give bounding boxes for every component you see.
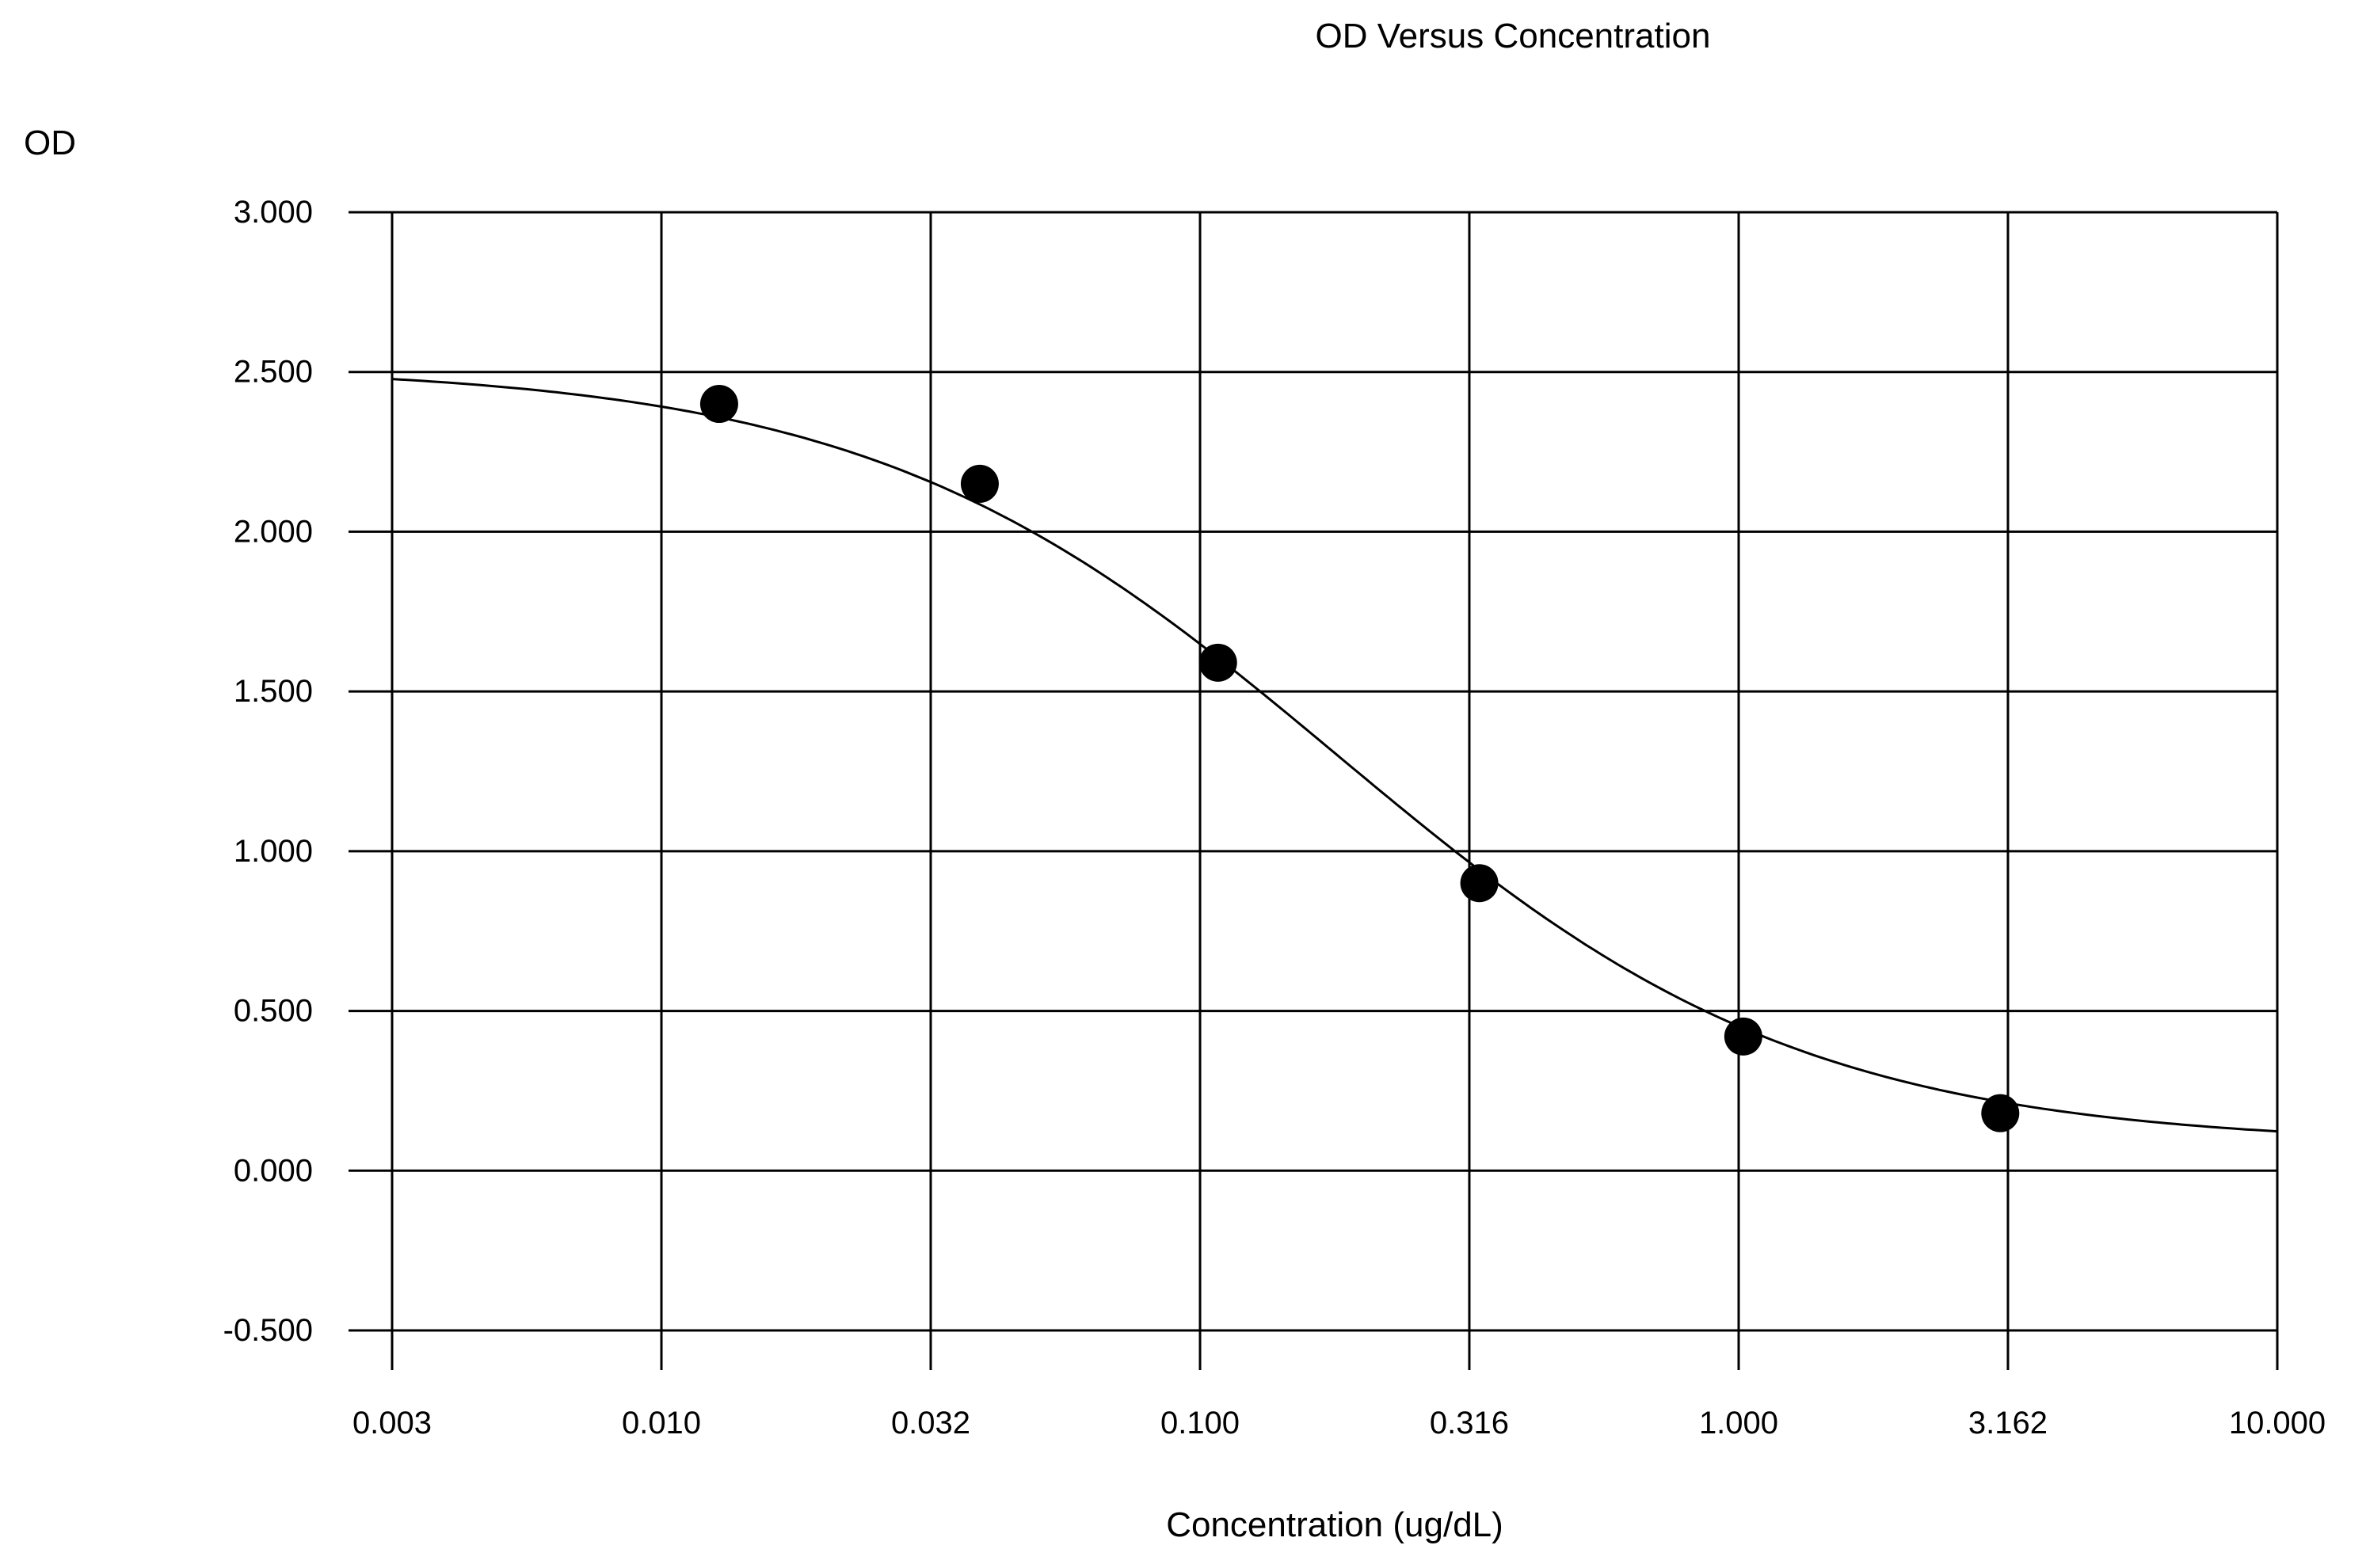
x-tick-label-4: 0.316 [1430, 1406, 1509, 1441]
chart-title: OD Versus Concentration [1316, 17, 1711, 55]
x-tick-labels: 0.003 0.010 0.032 0.100 0.316 1.000 3.162 10.00… [352, 1406, 2326, 1441]
y-tick-label-3: 1.500 [234, 674, 313, 709]
data-points [699, 385, 2020, 1132]
y-tick-label-4: 1.000 [234, 834, 313, 869]
x-tick-label-2: 0.032 [891, 1406, 970, 1441]
data-point-2 [1198, 643, 1237, 682]
x-tick-label-7: 10.000 [2229, 1406, 2326, 1441]
y-tick-label-7: -0.500 [223, 1313, 313, 1348]
y-tick-label-2: 2.000 [234, 514, 313, 549]
data-point-1 [960, 464, 999, 503]
y-tick-labels: 3.000 2.500 2.000 1.500 1.000 0.500 0.000 -0.50… [223, 195, 313, 1348]
x-tick-label-0: 0.003 [352, 1406, 432, 1441]
y-tick-label-1: 2.500 [234, 355, 313, 390]
data-point-0 [699, 385, 738, 424]
x-axis-label: Concentration (ug/dL) [1166, 1505, 1503, 1544]
y-axis-label: OD [24, 124, 76, 162]
y-tick-label-6: 0.000 [234, 1153, 313, 1188]
y-tick-label-5: 0.500 [234, 994, 313, 1029]
x-tick-label-3: 0.100 [1160, 1406, 1240, 1441]
y-tick-label-0: 3.000 [234, 195, 313, 230]
x-tick-label-1: 0.010 [622, 1406, 701, 1441]
x-tick-label-5: 1.000 [1699, 1406, 1778, 1441]
data-point-4 [1724, 1017, 1762, 1056]
x-tick-label-6: 3.162 [1968, 1406, 2048, 1441]
grid [349, 211, 2279, 1370]
data-point-5 [1981, 1094, 2020, 1132]
data-point-3 [1460, 864, 1499, 903]
